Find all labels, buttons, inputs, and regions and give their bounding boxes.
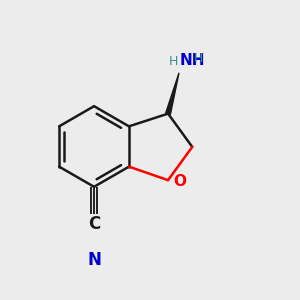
Text: O: O [174,174,187,189]
Polygon shape [166,73,179,114]
Text: C: C [88,215,100,233]
Text: NH: NH [180,53,206,68]
Text: H: H [194,52,203,65]
Text: N: N [87,251,101,269]
Text: H: H [169,55,178,68]
